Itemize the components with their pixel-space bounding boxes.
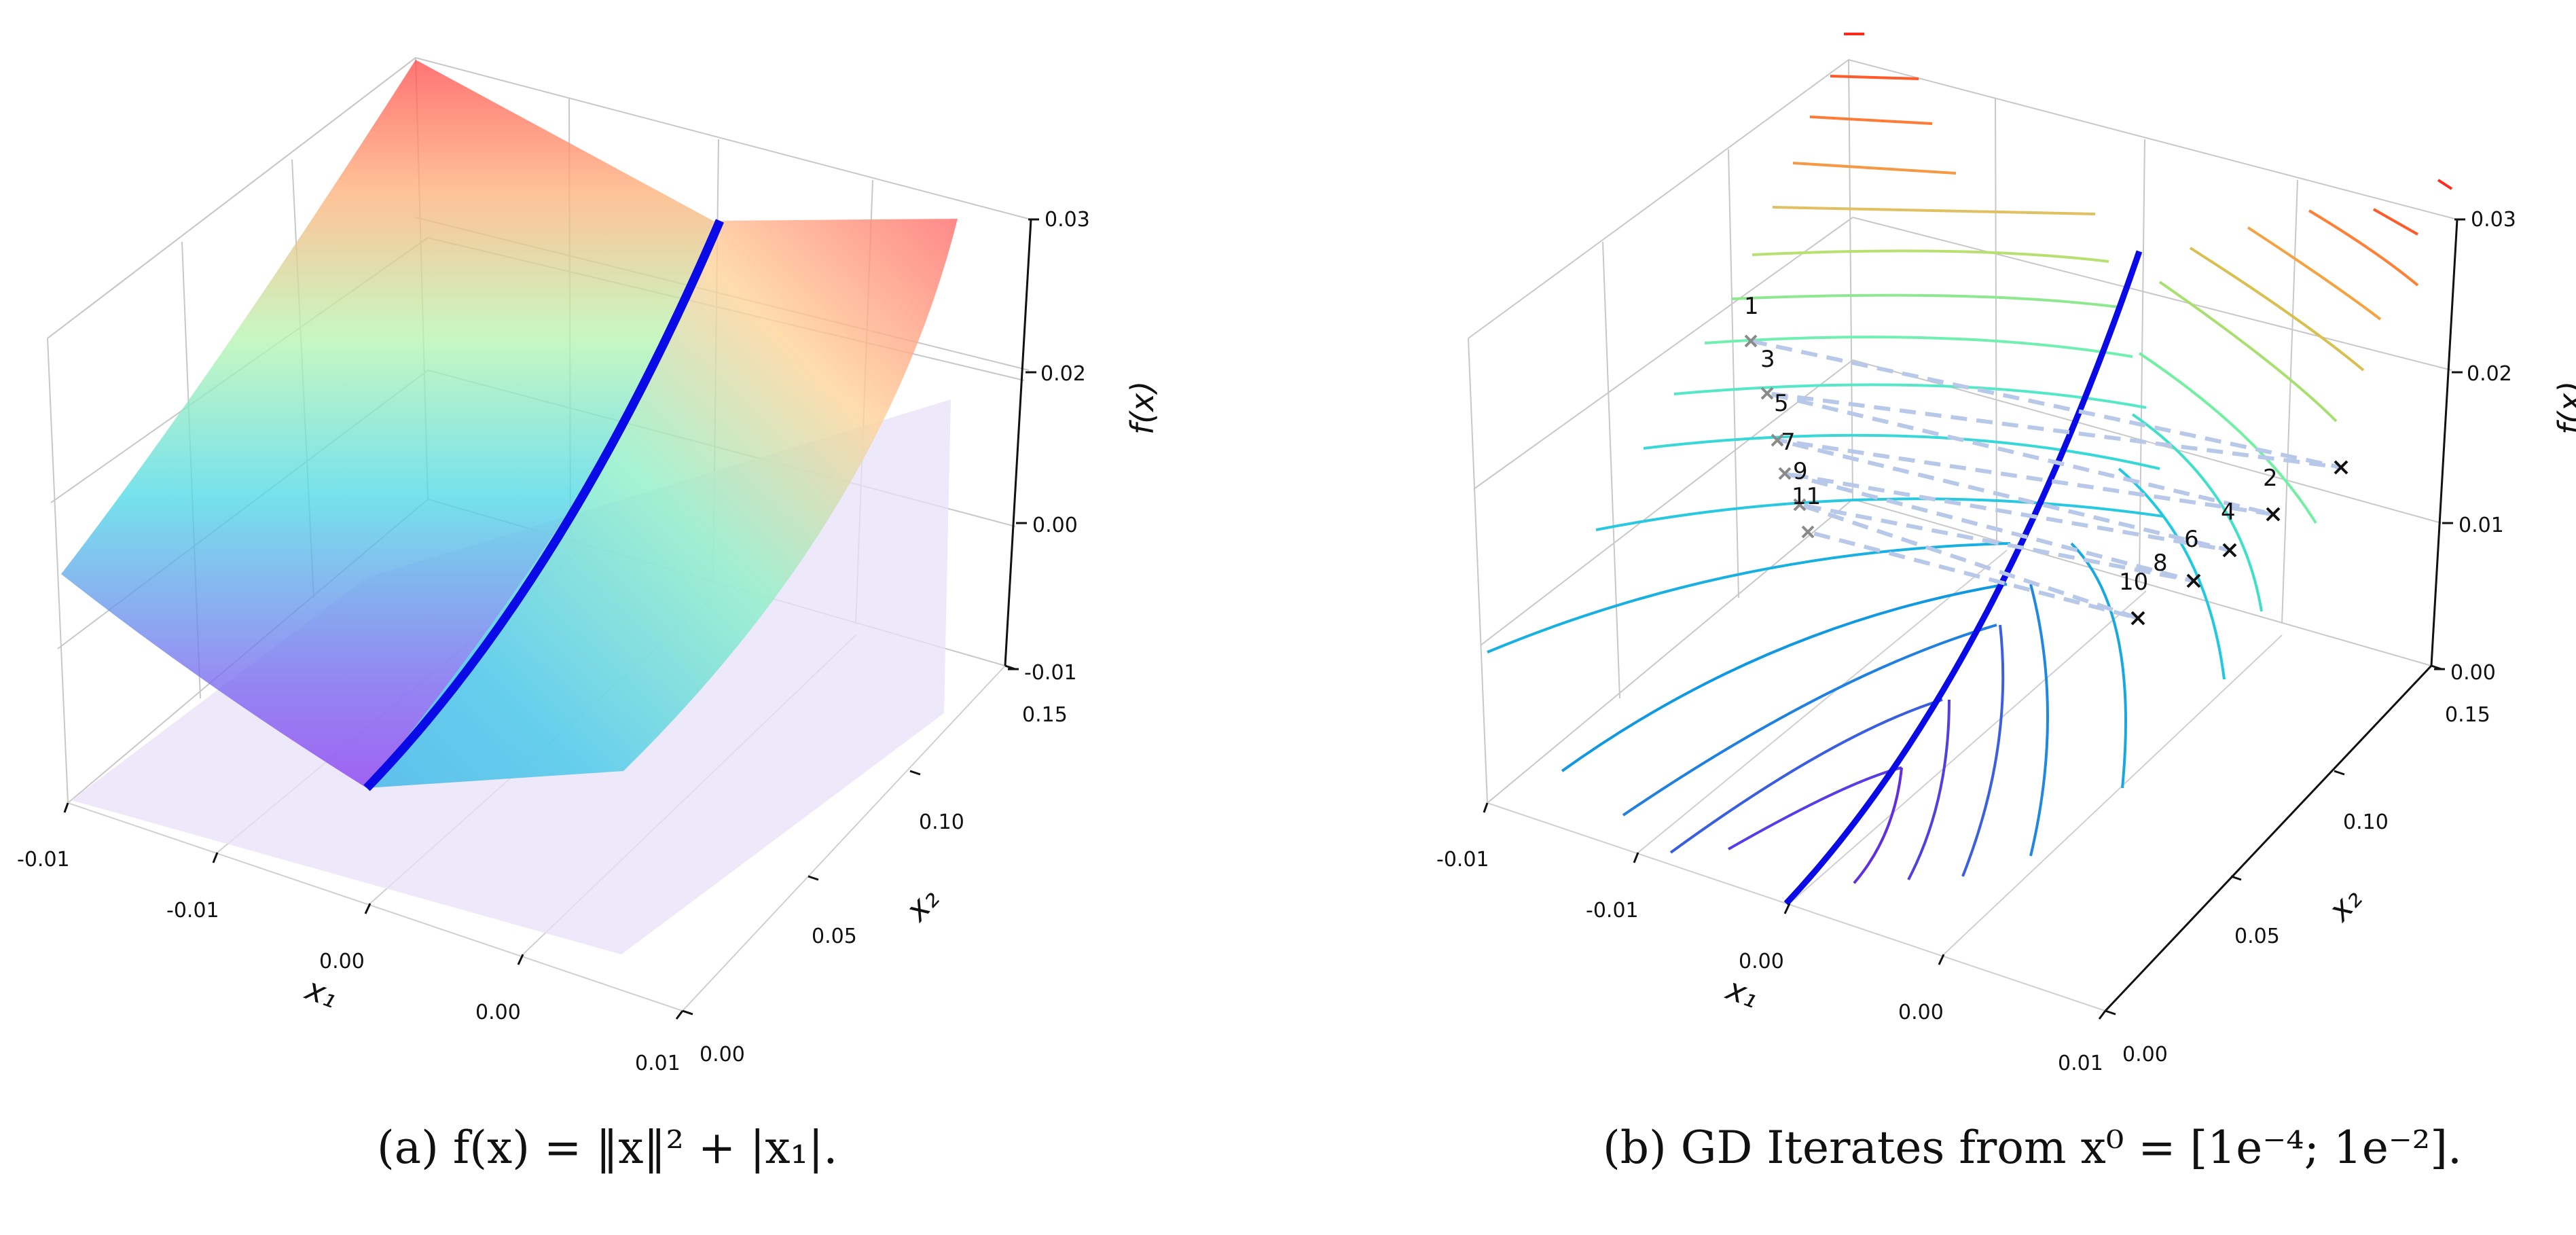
iterate-label-4: 4 [2221, 499, 2236, 526]
panel-a-z-ticks [1004, 218, 1039, 670]
panel-a-ztick-2: 0.02 [1040, 362, 1086, 386]
panel-a-zlabel: f(x) [1124, 381, 1161, 435]
panel-b-x-ticks [1483, 802, 2107, 1020]
panel-a-ztick-3: 0.03 [1045, 208, 1090, 232]
panel-b-valley-line [1783, 250, 2143, 906]
panel-b-ztick-1: 0.01 [2459, 514, 2504, 537]
panel-b-ylabel: x₂ [2320, 880, 2369, 929]
panel-b-xlabel: x₁ [1720, 970, 1763, 1016]
surface-right [367, 219, 958, 788]
panel-a-xlabel: x₁ [300, 970, 342, 1016]
iterate-markers-left [1744, 334, 1815, 539]
panel-a-ztick-1: 0.00 [1032, 514, 1078, 537]
panel-a-xtick-1: -0.01 [166, 899, 219, 923]
iterate-label-10: 10 [2119, 569, 2148, 596]
panel-a-ytick-1: 0.05 [812, 925, 857, 948]
surface-left [61, 60, 713, 788]
panel-a-ztick-0: -0.01 [1024, 661, 1077, 685]
iterate-markers-right [2130, 460, 2348, 626]
iterate-label-6: 6 [2184, 526, 2199, 553]
panel-b-ytick-1: 0.05 [2234, 925, 2280, 948]
panel-b-ytick-2: 0.10 [2343, 810, 2389, 834]
panel-a-ytick-2: 0.10 [919, 810, 964, 834]
iterate-label-7: 7 [1781, 429, 1796, 456]
panel-b-ztick-0: 0.00 [2450, 661, 2496, 685]
iterate-label-2: 2 [2263, 465, 2278, 492]
panel-b-contours-right [1853, 179, 2453, 884]
caption-a: (a) f(x) = ‖x‖² + |x₁|. [377, 1122, 837, 1174]
panel-b-grid [1468, 58, 2459, 804]
panel-a-ytick-3: 0.15 [1022, 703, 1068, 727]
iterate-label-1: 1 [1744, 293, 1759, 320]
iterate-label-9: 9 [1793, 458, 1808, 485]
panel-b-ztick-2: 0.02 [2467, 362, 2512, 386]
panel-b-y-ticks [2104, 664, 2442, 1016]
panel-a: -0.01 -0.01 0.00 0.00 0.01 x₁ 0.00 0.05 … [17, 56, 1161, 1075]
panel-b-ytick-0: 0.00 [2122, 1043, 2168, 1067]
panel-b-z-ticks [2430, 218, 2465, 670]
iterate-label-11: 11 [1792, 483, 1821, 510]
panel-a-xtick-3: 0.00 [475, 1001, 521, 1024]
panel-b-contours-left [1487, 33, 2164, 854]
panel-b-xtick-1: -0.01 [1586, 899, 1639, 923]
iterate-label-8: 8 [2153, 550, 2168, 577]
panel-a-ylabel: x₂ [897, 880, 946, 929]
panel-a-xtick-0: -0.01 [17, 848, 70, 872]
panel-a-x-ticks [63, 802, 684, 1020]
panel-b-ytick-3: 0.15 [2445, 703, 2490, 727]
panel-a-xtick-4: 0.01 [635, 1052, 681, 1075]
panel-b-xtick-2: 0.00 [1739, 950, 1784, 973]
panel-b-ztick-3: 0.03 [2471, 208, 2516, 232]
iterate-label-3: 3 [1760, 346, 1775, 373]
panel-a-ytick-0: 0.00 [700, 1043, 745, 1067]
panel-b: 1 3 5 7 9 11 2 4 6 8 10 -0.01 -0.01 0.00… [1436, 33, 2576, 1075]
panel-b-xtick-0: -0.01 [1436, 848, 1489, 872]
panel-b-xtick-3: 0.00 [1898, 1001, 1944, 1024]
panel-a-xtick-2: 0.00 [319, 950, 365, 973]
iterate-label-5: 5 [1774, 390, 1789, 417]
panel-a-valley-line [363, 219, 724, 791]
panel-a-y-ticks [682, 664, 1016, 1016]
panel-b-zlabel: f(x) [2552, 381, 2576, 435]
panel-b-floor [1487, 550, 2432, 1012]
caption-b: (b) GD Iterates from x⁰ = [1e⁻⁴; 1e⁻²]. [1603, 1122, 2462, 1174]
panel-b-xtick-4: 0.01 [2058, 1052, 2103, 1075]
